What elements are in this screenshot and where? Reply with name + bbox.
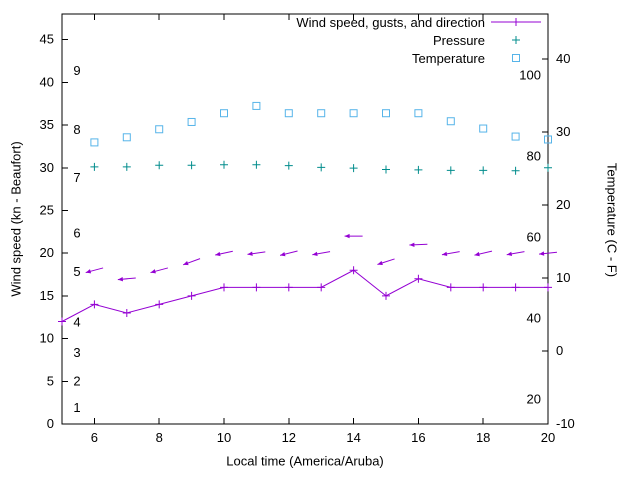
fahrenheit-scale-label: 80	[527, 149, 541, 164]
beaufort-scale-label: 9	[73, 63, 80, 78]
x-tick-label: 14	[346, 430, 360, 445]
x-axis-label: Local time (America/Aruba)	[226, 453, 384, 469]
fahrenheit-scale-label: 40	[527, 311, 541, 326]
legend-label-wind: Wind speed, gusts, and direction	[296, 14, 485, 30]
y-right-tick-label: -10	[556, 416, 575, 431]
y-right-tick-label: 0	[556, 343, 563, 358]
x-tick-label: 8	[156, 430, 163, 445]
beaufort-scale-label: 2	[73, 373, 80, 388]
y-left-tick-label: 30	[40, 160, 54, 175]
legend-entry-temperature: Temperature	[296, 49, 541, 67]
series-square	[90, 101, 552, 147]
x-tick-label: 10	[217, 430, 231, 445]
y-left-tick-label: 10	[40, 331, 54, 346]
legend-sample-pressure-icon	[512, 36, 520, 44]
legend: Wind speed, gusts, and direction Pressur…	[296, 13, 541, 67]
beaufort-scale-label: 4	[73, 314, 80, 329]
x-tick-label: 12	[282, 430, 296, 445]
legend-label-temperature: Temperature	[412, 50, 485, 66]
y-left-tick-label: 0	[47, 416, 54, 431]
plot-border	[61, 13, 549, 425]
series-line-plus	[58, 266, 552, 326]
beaufort-scale-label: 5	[73, 264, 80, 279]
y-left-tick-label: 35	[40, 117, 54, 132]
y-axis-label-right: Temperature (C - F)	[604, 162, 620, 278]
x-tick-label: 20	[541, 430, 555, 445]
y-right-tick-label: 20	[556, 197, 570, 212]
y-left-tick-label: 5	[47, 373, 54, 388]
y-left-tick-label: 15	[40, 288, 54, 303]
y-right-tick-label: 40	[556, 51, 570, 66]
beaufort-scale-label: 1	[73, 400, 80, 415]
y-left-tick-label: 45	[40, 32, 54, 47]
y-left-tick-label: 40	[40, 74, 54, 89]
y-right-tick-label: 10	[556, 270, 570, 285]
legend-entry-wind: Wind speed, gusts, and direction	[296, 13, 541, 31]
legend-sample-temperature-icon	[512, 54, 520, 62]
series-plus	[90, 160, 552, 175]
x-tick-label: 18	[476, 430, 490, 445]
series-arrows	[85, 233, 558, 282]
fahrenheit-scale-label: 100	[519, 67, 541, 82]
beaufort-scale-label: 3	[73, 345, 80, 360]
x-tick-label: 16	[411, 430, 425, 445]
y-left-tick-label: 25	[40, 202, 54, 217]
beaufort-scale-label: 6	[73, 226, 80, 241]
fahrenheit-scale-label: 20	[527, 392, 541, 407]
beaufort-scale-label: 8	[73, 122, 80, 137]
y-right-tick-label: 30	[556, 124, 570, 139]
legend-entry-pressure: Pressure	[296, 31, 541, 49]
x-tick-label: 6	[91, 430, 98, 445]
legend-label-pressure: Pressure	[432, 32, 485, 48]
y-left-tick-label: 20	[40, 245, 54, 260]
beaufort-scale-label: 7	[73, 170, 80, 185]
fahrenheit-scale-label: 60	[527, 230, 541, 245]
y-axis-label-left: Wind speed (kn - Beaufort)	[8, 141, 24, 297]
legend-sample-wind-icon	[491, 18, 541, 26]
